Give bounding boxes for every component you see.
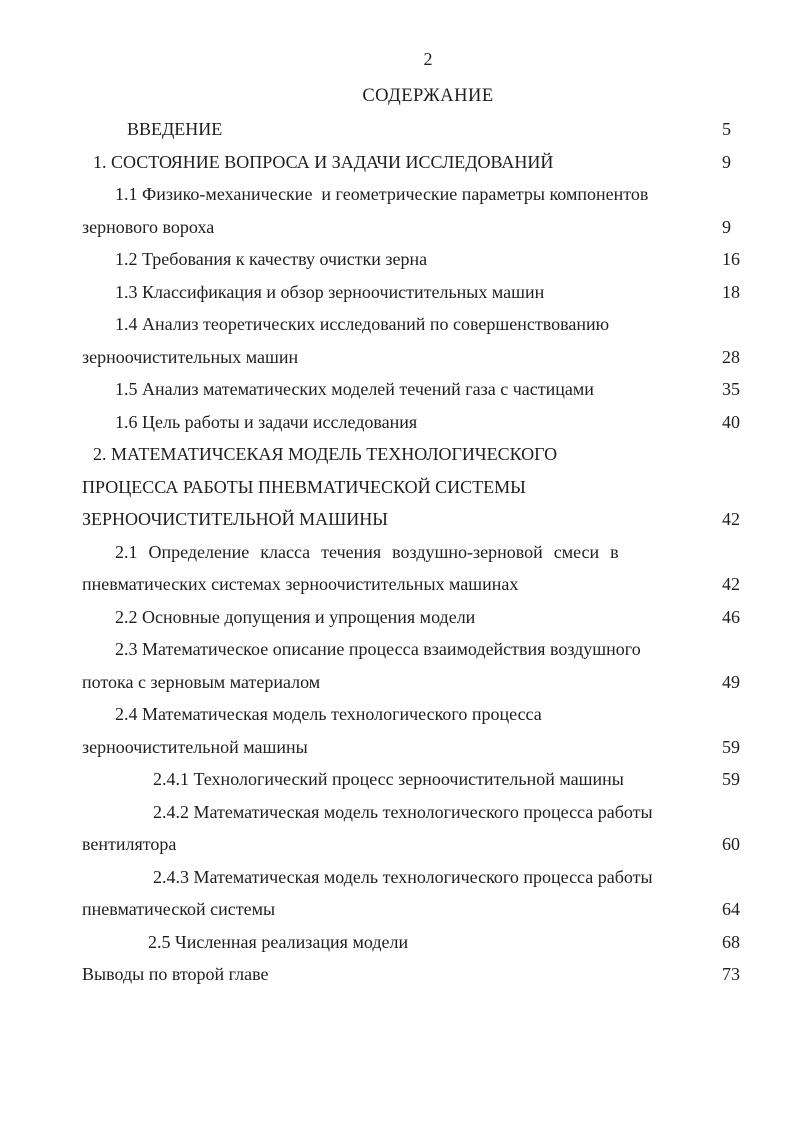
toc-entry-line: пневматических системах зерноочистительн… — [82, 574, 519, 594]
toc-entry-line: ЗЕРНООЧИСТИТЕЛЬНОЙ МАШИНЫ — [82, 509, 388, 529]
toc-entry-line: Выводы по второй главе — [82, 964, 269, 984]
toc-entry-line: 1.5 Анализ математических моделей течени… — [115, 379, 594, 399]
toc-page-ref: 68 — [722, 931, 740, 952]
toc-entry: ВВЕДЕНИЕ 5 — [82, 113, 762, 146]
toc-entry: 2.3 Математическое описание процесса вза… — [82, 633, 762, 698]
toc-entry-line: 2. МАТЕМАТИЧСЕКАЯ МОДЕЛЬ ТЕХНОЛОГИЧЕСКОГ… — [93, 444, 558, 464]
toc-page-ref: 73 — [722, 964, 740, 984]
toc-entry-line: 1.4 Анализ теоретических исследований по… — [115, 314, 610, 334]
toc-entry-line: зернового вороха — [82, 216, 215, 237]
toc-page-ref: 18 — [722, 281, 740, 302]
toc-entry-line: 2.4 Математическая модель технологическо… — [115, 704, 542, 724]
toc-page-ref: 9 — [722, 151, 731, 172]
toc-entry-line: 2.4.3 Математическая модель технологичес… — [153, 866, 653, 887]
toc-entry: Выводы по второй главе 73 — [82, 958, 762, 991]
toc-entry: 1.6 Цель работы и задачи исследования 40 — [82, 406, 762, 439]
toc-page-ref: 42 — [722, 574, 740, 594]
toc-entry-line: вентилятора — [82, 834, 177, 854]
toc-entry: 2.1 Определение класса течения воздушно-… — [82, 536, 762, 601]
toc-page-ref: 9 — [722, 216, 731, 237]
toc-entry: 1.3 Классификация и обзор зерноочистител… — [82, 276, 762, 309]
toc-entry-line: 2.1 Определение класса течения воздушно-… — [115, 541, 619, 562]
toc-entry: 2.4.2 Математическая модель технологичес… — [82, 796, 762, 861]
contents-title: СОДЕРЖАНИЕ — [362, 86, 494, 106]
toc-entry-line: ПРОЦЕССА РАБОТЫ ПНЕВМАТИЧЕСКОЙ СИСТЕМЫ — [82, 476, 526, 497]
toc-entry-line: 2.4.1 Технологический процесс зерноочист… — [153, 769, 624, 789]
toc-entry-line: 1. СОСТОЯНИЕ ВОПРОСА И ЗАДАЧИ ИССЛЕДОВАН… — [93, 151, 554, 172]
toc-entry: 2.5 Численная реализация модели 68 — [82, 926, 762, 959]
table-of-contents: ВВЕДЕНИЕ 5 1. СОСТОЯНИЕ ВОПРОСА И ЗАДАЧИ … — [82, 113, 762, 991]
page-number: 2 — [423, 49, 433, 69]
toc-entry-line: 1.6 Цель работы и задачи исследования — [115, 411, 418, 432]
toc-entry-line: потока с зерновым материалом — [82, 671, 321, 692]
toc-entry-line: 1.1 Физико-механические и геометрические… — [115, 184, 649, 204]
toc-entry-line: ВВЕДЕНИЕ — [127, 119, 223, 139]
toc-entry: 1.5 Анализ математических моделей течени… — [82, 373, 762, 406]
toc-page-ref: 60 — [722, 834, 740, 854]
toc-page-ref: 46 — [722, 606, 740, 627]
toc-page-ref: 28 — [722, 346, 740, 367]
toc-entry-line: 2.2 Основные допущения и упрощения модел… — [115, 606, 476, 627]
toc-entry: 2. МАТЕМАТИЧСЕКАЯ МОДЕЛЬ ТЕХНОЛОГИЧЕСКОГ… — [82, 438, 762, 536]
toc-entry-line: 1.2 Требования к качеству очистки зерна — [115, 249, 428, 269]
toc-entry: 2.4.3 Математическая модель технологичес… — [82, 861, 762, 926]
toc-page-ref: 35 — [722, 379, 740, 399]
toc-entry: 1.2 Требования к качеству очистки зерна 1… — [82, 243, 762, 276]
toc-page-ref: 16 — [722, 249, 740, 269]
toc-page-ref: 59 — [722, 769, 740, 789]
toc-page-ref: 5 — [722, 119, 731, 139]
toc-entry-line: зерноочистительных машин — [82, 346, 299, 367]
toc-entry: 1. СОСТОЯНИЕ ВОПРОСА И ЗАДАЧИ ИССЛЕДОВАН… — [82, 146, 762, 179]
toc-page-ref: 40 — [722, 411, 740, 432]
toc-page-ref: 59 — [722, 736, 740, 757]
toc-entry: 2.2 Основные допущения и упрощения модел… — [82, 601, 762, 634]
toc-page-ref: 64 — [722, 899, 740, 919]
toc-page-ref: 49 — [722, 671, 740, 692]
toc-entry: 2.4 Математическая модель технологическо… — [82, 698, 762, 763]
toc-page-ref: 42 — [722, 509, 740, 529]
toc-entry-line: зерноочистительной машины — [82, 736, 308, 757]
toc-entry-line: 1.3 Классификация и обзор зерноочистител… — [115, 281, 545, 302]
toc-entry-line: пневматической системы — [82, 899, 276, 919]
toc-entry-line: 2.4.2 Математическая модель технологичес… — [153, 801, 653, 822]
toc-entry-line: 2.5 Численная реализация модели — [148, 931, 409, 952]
toc-entry: 1.4 Анализ теоретических исследований по… — [82, 308, 762, 373]
toc-entry: 1.1 Физико-механические и геометрические… — [82, 178, 762, 243]
toc-entry-line: 2.3 Математическое описание процесса вза… — [115, 639, 641, 659]
toc-entry: 2.4.1 Технологический процесс зерноочист… — [82, 763, 762, 796]
